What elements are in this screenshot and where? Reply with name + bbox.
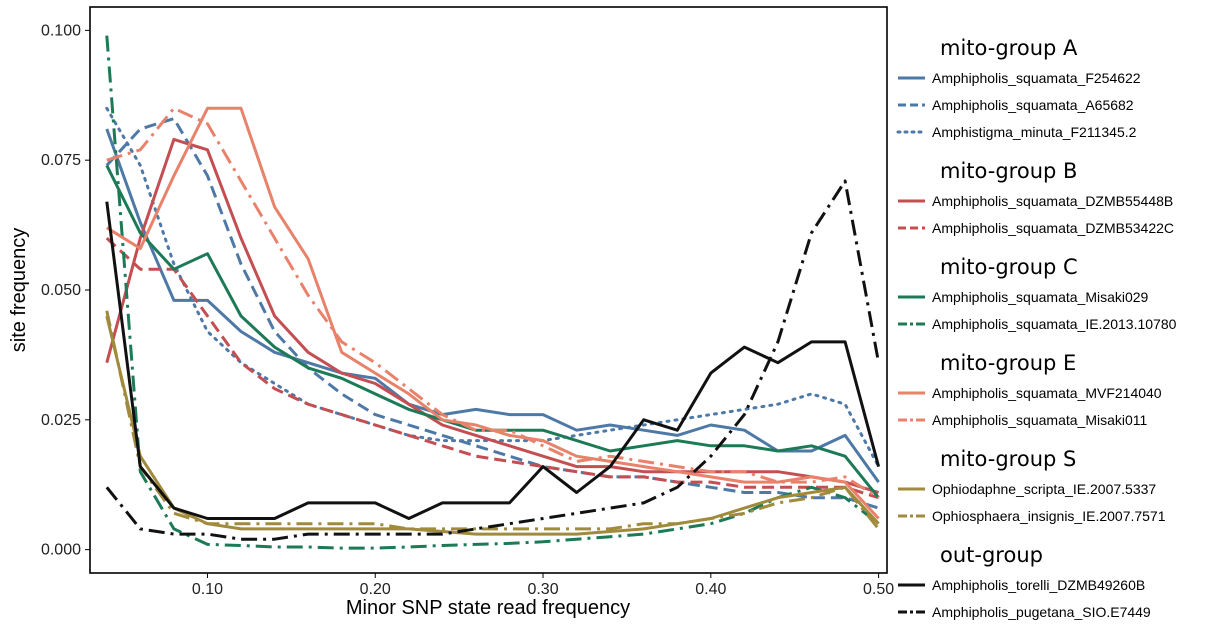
series-line-ophiosphaera-insignis-ie-2007-7571: [105, 310, 880, 531]
legend-label: Amphistigma_minuta_F211345.2: [932, 124, 1137, 140]
legend-label: Amphipholis_squamata_IE.2013.10780: [932, 316, 1177, 332]
x-tick-label: 0.10: [192, 581, 223, 598]
legend: mito-group A Amphipholis_squamata_F254622…: [896, 36, 1177, 620]
y-axis-title: site frequency: [8, 228, 30, 353]
x-tick-label: 0.40: [695, 581, 726, 598]
x-tick-label: 0.50: [863, 581, 894, 598]
series-line-ophiodaphne-scripta-ie-2007-5337: [105, 315, 880, 536]
legend-group-title: mito-group C: [940, 255, 1078, 279]
y-tick-label: 0.000: [41, 542, 81, 559]
x-tick-label: 0.30: [527, 581, 558, 598]
series-line-amphipholis-squamata-f254622: [105, 128, 880, 483]
legend-label: Ophiosphaera_insignis_IE.2007.7571: [932, 508, 1166, 524]
legend-label: Amphipholis_squamata_DZMB55448B: [932, 193, 1173, 209]
legend-label: Amphipholis_squamata_MVF214040: [932, 385, 1162, 401]
legend-group-title: mito-group S: [940, 447, 1076, 471]
x-tick-label: 0.20: [360, 581, 391, 598]
y-tick-label: 0.025: [41, 412, 81, 429]
series-line-amphipholis-squamata-a65682: [105, 117, 880, 510]
legend-group-title: mito-group E: [940, 351, 1076, 375]
series-line-amphipholis-pugetana-sio-e7449: [105, 179, 881, 541]
legend-label: Amphipholis_squamata_F254622: [932, 70, 1141, 86]
y-tick-label: 0.075: [41, 152, 81, 169]
series-layer: [105, 35, 881, 550]
legend-label: Amphipholis_pugetana_SIO.E7449: [932, 604, 1151, 620]
legend-group-title: mito-group A: [940, 36, 1078, 60]
legend-group-title: mito-group B: [940, 159, 1077, 183]
legend-label: Amphipholis_squamata_A65682: [932, 97, 1134, 113]
series-line-amphipholis-torelli-dzmb49260b: [105, 201, 881, 520]
series-line-amphipholis-squamata-misaki011: [106, 106, 880, 499]
series-line-amphipholis-squamata-ie-2013-10780: [105, 35, 880, 550]
series-line-amphipholis-squamata-dzmb53422c: [105, 237, 880, 500]
legend-label: Amphipholis_squamata_Misaki029: [932, 289, 1149, 305]
legend-group-title: out-group: [940, 543, 1043, 567]
legend-label: Amphipholis_squamata_DZMB53422C: [932, 220, 1174, 236]
legend-label: Amphipholis_torelli_DZMB49260B: [932, 577, 1145, 593]
x-axis-title: Minor SNP state read frequency: [346, 597, 630, 619]
series-line-amphipholis-squamata-dzmb55448b: [105, 137, 880, 494]
y-tick-label: 0.100: [41, 22, 81, 39]
legend-label: Ophiodaphne_scripta_IE.2007.5337: [932, 481, 1156, 497]
y-tick-label: 0.050: [41, 282, 81, 299]
legend-label: Amphipholis_squamata_Misaki011: [932, 412, 1148, 428]
axis-layer: 0.10 0.20 0.30 0.40 0.50 0.000 0.025 0.050 0.075…: [41, 22, 894, 598]
